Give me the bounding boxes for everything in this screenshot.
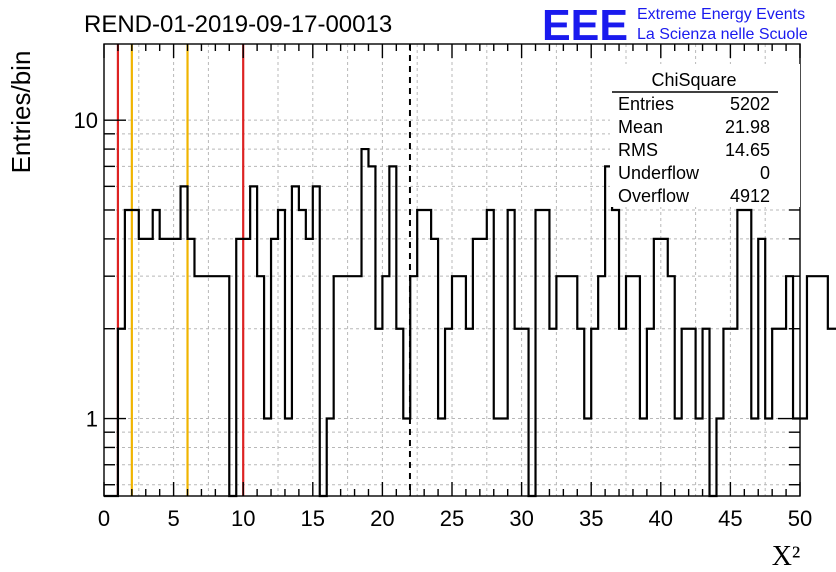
x-tick-label: 5	[167, 506, 179, 531]
stats-title: ChiSquare	[651, 70, 736, 90]
histogram-bin	[194, 276, 201, 496]
eee-logo-line2: La Scienza nelle Scuole	[637, 26, 808, 43]
histogram-bin	[563, 276, 570, 496]
histogram-bin	[828, 329, 835, 496]
histogram-bin	[814, 276, 821, 496]
x-tick-label: 35	[579, 506, 603, 531]
histogram-bin	[299, 210, 306, 496]
eee-logo-line1: Extreme Energy Events	[637, 6, 805, 23]
stats-value: 14.65	[725, 140, 770, 160]
y-tick-label: 10	[74, 108, 98, 133]
histogram-bin	[139, 239, 146, 496]
x-axis-label: X²	[772, 541, 801, 572]
histogram-bin	[355, 276, 362, 496]
histogram-bin	[215, 276, 222, 496]
histogram-bin	[341, 276, 348, 496]
x-tick-label: 25	[440, 506, 464, 531]
histogram-bin	[466, 329, 473, 496]
histogram-bin	[619, 329, 626, 496]
histogram-bin	[800, 419, 807, 496]
stats-label: RMS	[618, 140, 658, 160]
stats-label: Underflow	[618, 163, 700, 183]
stats-box: ChiSquare Entries 5202 Mean 21.98 RMS 14.65 Un…	[610, 64, 800, 207]
histogram-bin	[549, 329, 556, 496]
histogram-bin	[375, 329, 382, 496]
histogram-bin	[160, 239, 167, 496]
histogram-bin	[306, 239, 313, 496]
eee-logo-text: EEE	[542, 1, 628, 50]
histogram-bin	[201, 276, 208, 496]
histogram-outline	[104, 147, 836, 498]
stats-rows: Entries 5202 Mean 21.98 RMS 14.65 Underflow 0 Ov…	[618, 94, 770, 206]
stats-label: Mean	[618, 117, 663, 137]
stats-value: 0	[760, 163, 770, 183]
stats-label: Overflow	[618, 186, 690, 206]
histogram-bin	[779, 329, 786, 496]
histogram-bin	[146, 239, 153, 496]
histogram-bin	[174, 239, 181, 496]
eee-logo: EEE Extreme Energy Events La Scienza nel…	[542, 1, 808, 50]
x-tick-label: 45	[718, 506, 742, 531]
x-tick-label: 50	[788, 506, 812, 531]
histogram-bin	[480, 239, 487, 496]
histogram-bin	[515, 329, 522, 496]
x-tick-label: 40	[649, 506, 673, 531]
histogram-bin	[424, 210, 431, 496]
x-tick-label: 15	[301, 506, 325, 531]
histogram-bin	[153, 210, 160, 496]
reference-lines	[116, 44, 411, 496]
stats-value: 4912	[730, 186, 770, 206]
histogram-bin	[730, 329, 737, 496]
histogram-bin	[208, 276, 215, 496]
x-tick-label: 10	[231, 506, 255, 531]
x-tick-label: 0	[98, 506, 110, 531]
x-tick-label: 20	[370, 506, 394, 531]
stats-value: 5202	[730, 94, 770, 114]
stats-value: 21.98	[725, 117, 770, 137]
x-tick-label: 30	[509, 506, 533, 531]
stats-label: Entries	[618, 94, 674, 114]
histogram-bin	[167, 239, 174, 496]
chart-title: REND-01-2019-09-17-00013	[84, 11, 392, 38]
y-axis-label: Entries/bin	[6, 51, 36, 174]
y-tick-label: 1	[86, 407, 98, 432]
histogram-series	[104, 147, 836, 498]
stats-box-background	[610, 64, 800, 207]
histogram-bin	[661, 239, 668, 496]
histogram-bin	[348, 276, 355, 496]
